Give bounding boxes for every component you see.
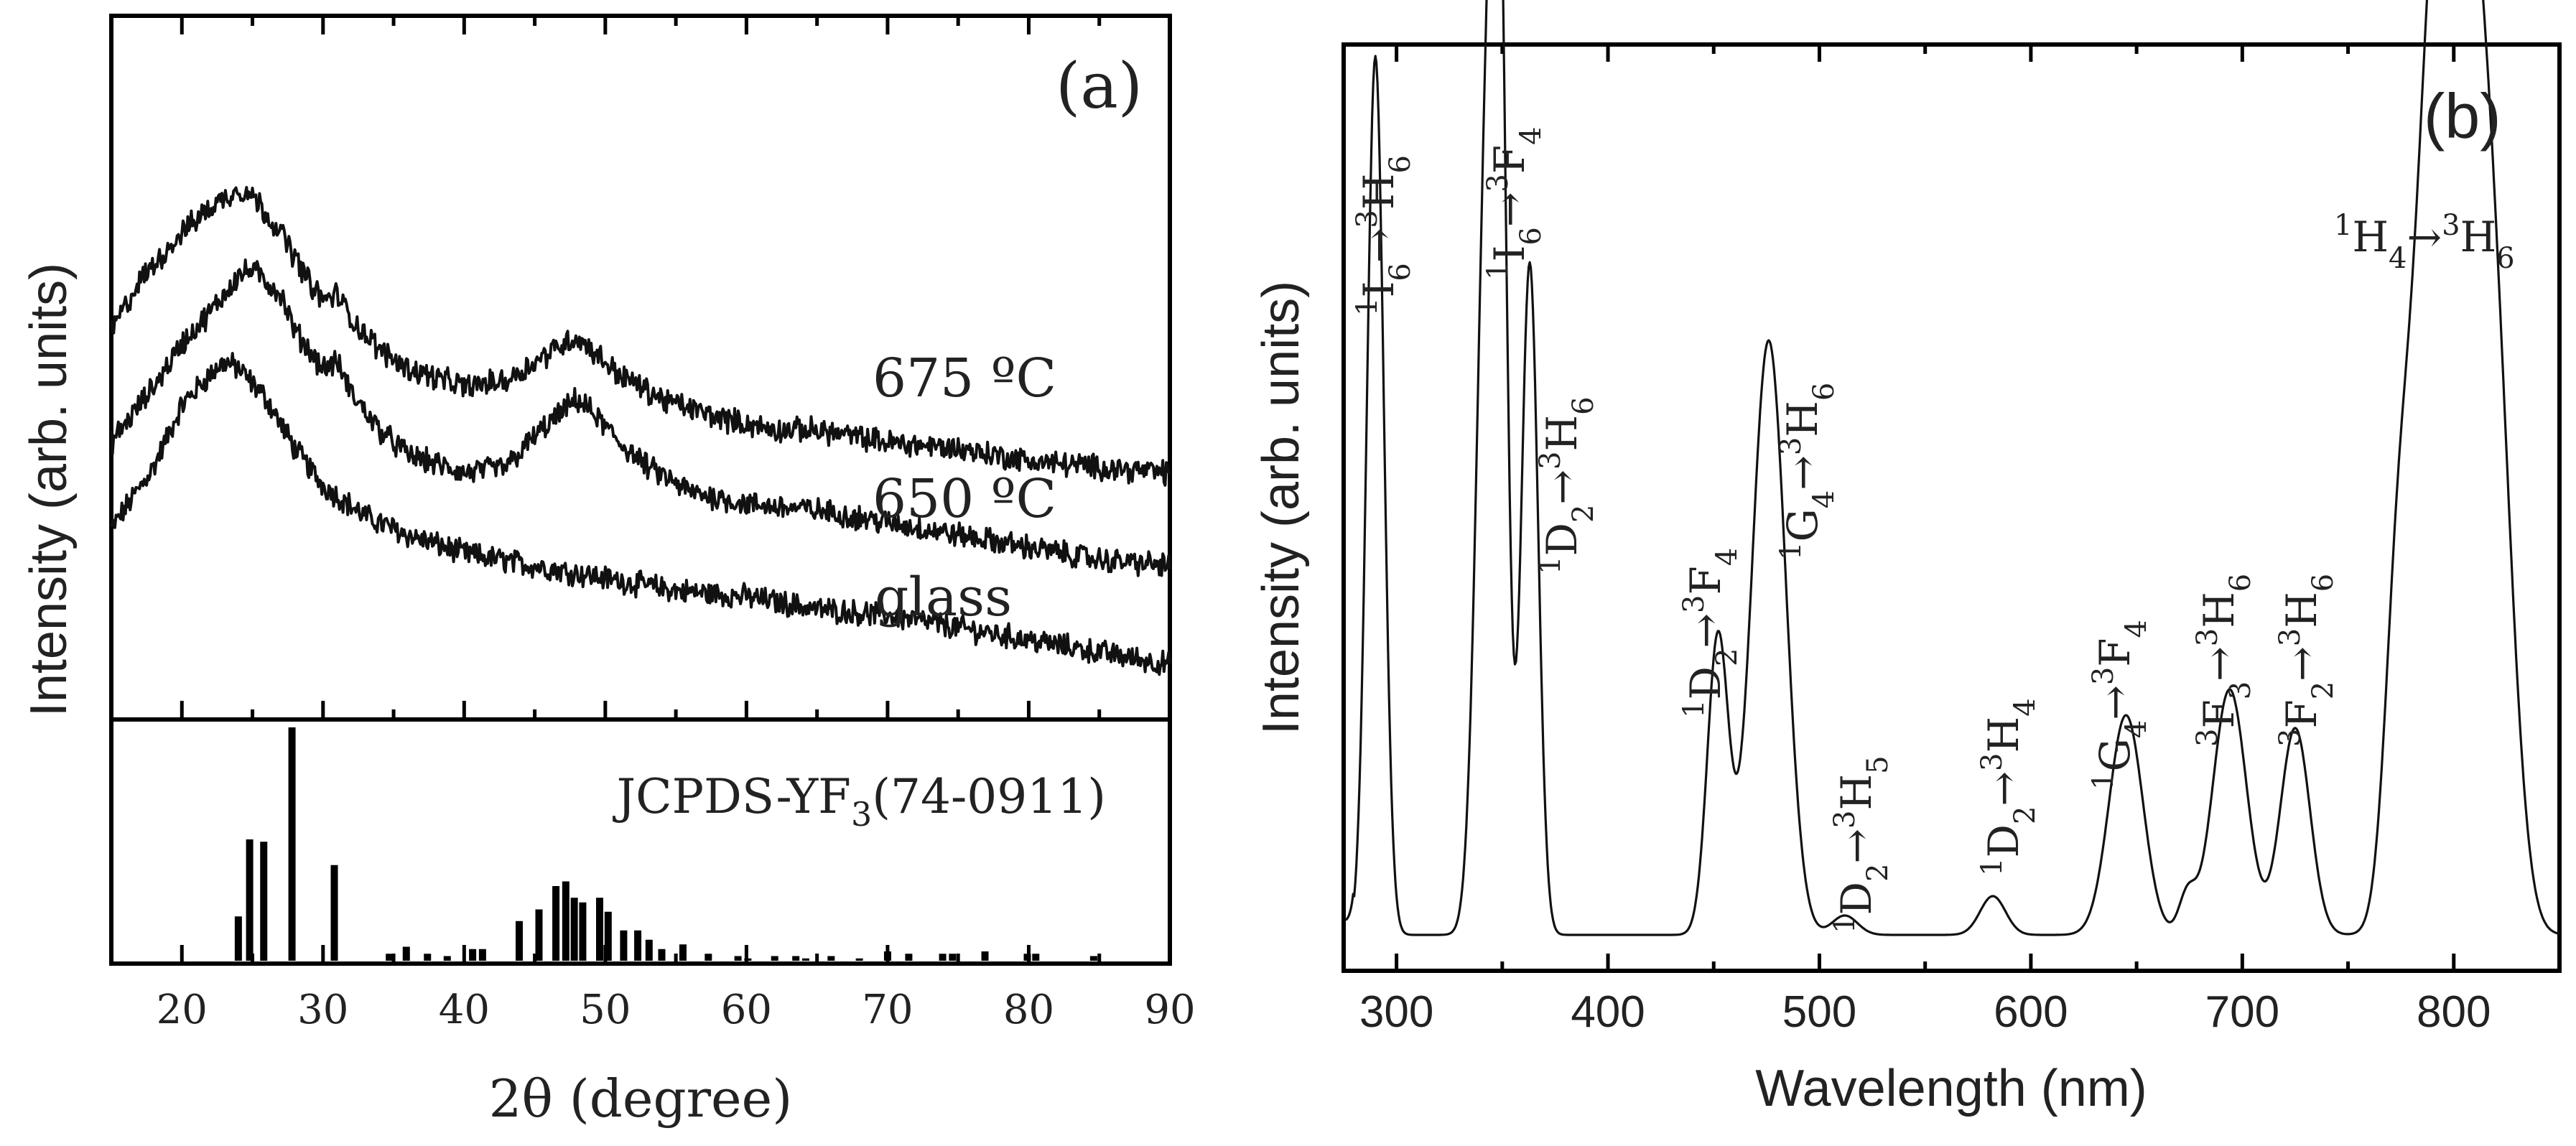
panel-a-x-axis-label: 2θ (degree) (489, 1068, 793, 1129)
curve-label-650: 650 ºC (873, 468, 1056, 530)
reference-bar (443, 956, 451, 961)
panel-a-frame (109, 14, 1172, 966)
reference-bar (744, 958, 752, 961)
reference-bar (658, 949, 666, 961)
reference-bar (620, 930, 628, 961)
reference-bar (562, 881, 569, 961)
curve-label-675: 675 ºC (873, 348, 1056, 409)
x-tick-label-b-800: 800 (2417, 987, 2491, 1037)
reference-bar (515, 921, 523, 961)
panel-a-tick-labels: 20 30 40 50 60 70 80 90 (157, 987, 1196, 1033)
x-tick-label-a-60: 60 (721, 987, 772, 1033)
reference-bar (570, 898, 578, 961)
xrd-trace-650C (110, 258, 1171, 577)
xrd-trace-glass (110, 352, 1171, 676)
x-tick-label-b-400: 400 (1571, 987, 1645, 1037)
panel-b-y-axis-label: Intensity (arb. units) (1252, 281, 1310, 735)
transition-label-6: 1D2→3H5 (1828, 755, 1894, 933)
x-tick-label-a-20: 20 (157, 987, 208, 1033)
transition-label-5: 1G4→3H6 (1775, 383, 1841, 560)
reference-bar (634, 930, 642, 961)
reference-bar (234, 916, 242, 961)
reference-bar (469, 949, 477, 961)
panel-a-y-axis-label: Intensity (arb. units) (20, 263, 78, 717)
reference-bar (939, 954, 947, 961)
reference-bar (246, 839, 254, 961)
x-tick-label-a-30: 30 (297, 987, 348, 1033)
reference-bar (579, 902, 587, 961)
reference-bar (596, 898, 604, 961)
x-tick-label-b-600: 600 (1994, 987, 2068, 1037)
transition-label-10: 3F2→3H6 (2274, 574, 2340, 747)
reference-bar (424, 954, 432, 961)
x-tick-label-a-50: 50 (580, 987, 631, 1033)
transition-label-8: 1G4→3F4 (2087, 620, 2153, 790)
panel-a-label: (a) (1056, 49, 1143, 123)
x-tick-label-b-500: 500 (1782, 987, 1856, 1037)
reference-bar (855, 958, 863, 961)
reference-bar (1023, 954, 1031, 961)
reference-bar (260, 842, 268, 961)
reference-bar (705, 954, 712, 961)
x-tick-label-b-700: 700 (2205, 987, 2279, 1037)
panel-b-tick-labels: 300 400 500 600 700 800 (1359, 987, 2491, 1037)
panel-b-x-axis-label: Wavelength (nm) (1755, 1060, 2147, 1117)
reference-bar (645, 939, 653, 961)
transition-label-7: 1D2→3H4 (1976, 698, 2042, 876)
panel-b: 300 400 500 600 700 800 1I6→3H6 1I6→3F4 1D2→3H6… (1252, 0, 2562, 1117)
panel-a: 20 30 40 50 60 70 80 90 (a) 675 ºC 650 ºC glass… (20, 14, 1196, 1129)
reference-bar (552, 886, 560, 961)
reference-bar (771, 956, 778, 961)
panel-b-frame (1342, 42, 2562, 973)
panel-b-ticks (1395, 45, 2562, 971)
transition-label-1: 1I6→3H6 (1351, 155, 1417, 316)
reference-bar (330, 865, 338, 961)
x-tick-label-a-70: 70 (862, 987, 913, 1033)
panel-a-traces (110, 186, 1171, 676)
reference-bar (604, 911, 612, 961)
panel-b-trace (1344, 0, 2560, 936)
reference-bar (792, 956, 800, 961)
reference-bar (734, 956, 742, 961)
panel-a-reference-bars (234, 727, 1097, 961)
reference-bar (288, 727, 296, 961)
panel-b-label: (b) (2424, 80, 2501, 152)
transition-label-9: 3F3→3H6 (2191, 574, 2257, 747)
transition-label-4: 1D2→3F4 (1678, 548, 1744, 718)
xrd-trace-675C (110, 186, 1171, 487)
reference-bar (801, 958, 809, 961)
x-tick-label-a-80: 80 (1003, 987, 1054, 1033)
panel-b-annotations: 1I6→3H6 1I6→3F4 1D2→3H6 1D2→3F4 1G4→3H6 1D2→3… (1351, 126, 2515, 933)
reference-bar (1032, 954, 1040, 961)
reference-label: JCPDS-YF3(74-0911) (613, 769, 1106, 834)
curve-label-glass: glass (875, 567, 1012, 628)
reference-bar (386, 954, 394, 961)
reference-bar (679, 944, 687, 961)
x-tick-label-a-40: 40 (439, 987, 490, 1033)
emission-spectrum (1344, 0, 2560, 936)
reference-bar (883, 951, 891, 961)
reference-bar (1089, 956, 1097, 961)
panel-a-ticks (109, 16, 1172, 964)
reference-bar (478, 949, 486, 961)
x-tick-label-b-300: 300 (1359, 987, 1433, 1037)
transition-label-2: 1I6→3F4 (1482, 126, 1548, 280)
transition-label-3: 1D2→3H6 (1534, 396, 1600, 574)
reference-bar (827, 956, 835, 961)
reference-bar (402, 946, 410, 961)
x-tick-label-a-90: 90 (1144, 987, 1195, 1033)
reference-bar (905, 954, 913, 961)
transition-label-11: 1H4→3H6 (2334, 209, 2515, 275)
reference-bar (981, 951, 989, 961)
reference-bar (535, 909, 543, 961)
reference-bar (949, 954, 957, 961)
